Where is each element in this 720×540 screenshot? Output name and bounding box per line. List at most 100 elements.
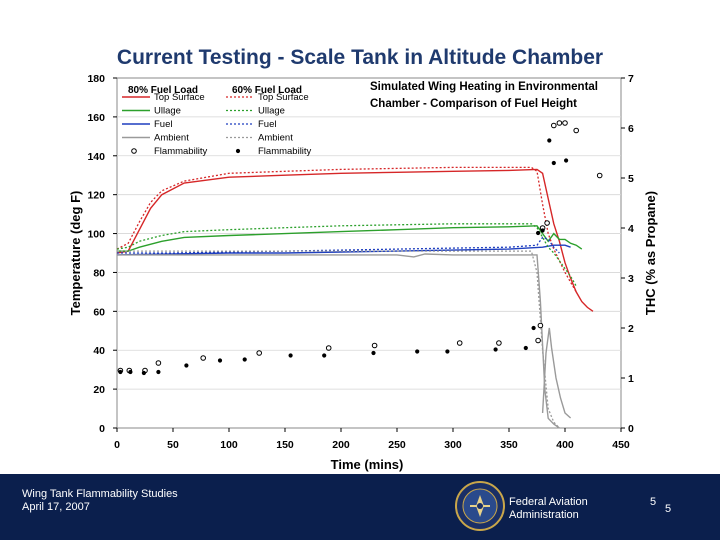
x-tick-label: 150 [276,439,294,451]
legend-rows: Top Surface Top Surface Ullage Ullage Fuel Fu… [122,92,312,157]
flammability-point-80 [537,322,544,329]
flammability-point-80 [371,342,378,349]
legend: 80% Fuel Load 60% Fuel Load Top Surface T… [122,85,312,157]
y2-tick-label: 0 [628,423,634,435]
y2-tick-label: 1 [628,373,634,385]
series-line-ambient-thc-trace--80 [541,327,572,419]
x-tick-label: 50 [167,439,179,451]
series-line-top-surface-60 [116,166,577,293]
series-group [116,166,594,429]
x-tick-label: 250 [388,439,406,451]
x-tick-label: 200 [332,439,350,451]
faa-agency-name: Federal Aviation Administration [509,496,588,522]
faa-seal-logo [455,481,505,531]
flammability-point-80 [325,345,332,351]
y-tick-label: 20 [93,384,105,396]
flammability-point-80 [562,120,568,126]
legend-label-ambient-60: Ambient [258,133,293,144]
flammability-point-80 [496,340,502,346]
legend-label-ambient-80: Ambient [154,133,189,144]
page-number: 5 [650,496,657,508]
y-tick-label: 160 [87,112,105,124]
y-tick-label: 60 [93,306,105,318]
legend-swatch-flammability-80 [131,148,137,154]
flammability-point-60 [184,363,189,368]
chart-title-line2: Chamber - Comparison of Fuel Height [370,98,577,110]
flammability-point-80 [551,122,557,129]
y-axis-label: Temperature (deg F) [68,191,83,316]
footer-presentation-title: Wing Tank Flammability Studies [22,488,178,500]
y-tick-label: 120 [87,190,105,202]
series-line-top-surface-80 [116,168,594,312]
y-tick-label: 180 [87,73,105,85]
flammability-point-80 [155,360,162,366]
legend-label-flammability-80: Flammability [154,146,208,157]
flammability-point-60 [531,325,536,331]
flammability-point-60 [322,353,327,358]
flammability-point-60 [242,357,247,362]
y-tick-label: 80 [93,267,105,279]
flammability-point-80 [596,172,603,179]
y2-axis-label: THC (% as Propane) [643,191,658,315]
faa-name-line1: Federal Aviation [509,496,588,508]
flammability-point-60 [128,369,133,375]
series-line-ambient-80 [117,253,560,429]
flammability-point-60 [564,158,569,163]
flammability-point-60 [141,370,146,376]
legend-group-b: 60% Fuel Load [232,85,302,96]
flammability-point-60 [493,347,498,352]
flammability-point-60 [536,230,541,236]
flammability-point-60 [523,345,528,351]
flammability-point-80 [456,340,463,346]
series-line-ambient-60 [117,250,560,429]
legend-swatch-flammability-60 [235,148,241,154]
legend-label-ullage-80: Ullage [154,106,181,117]
x-tick-label: 400 [556,439,574,451]
flammability-point-80 [535,337,541,344]
axes: 0 50 100 150 200 250 300 350 400 4500204060801001… [87,73,634,451]
faa-name-line2: Administration [509,509,579,521]
flammability-point-60 [156,369,161,375]
footer-presentation-date: April 17, 2007 [22,501,90,513]
flammability-point-60 [118,369,123,375]
y2-tick-label: 3 [628,273,634,285]
flammability-point-60 [371,350,376,356]
chart: 0 50 100 150 200 250 300 350 400 4500204060801001… [68,73,658,472]
footer-bar [0,474,720,540]
y2-tick-label: 6 [628,123,634,135]
x-tick-label: 350 [500,439,518,451]
legend-label-fuel-60: Fuel [258,119,276,130]
flammability-point-60 [217,358,223,363]
y-tick-label: 40 [93,345,105,357]
legend-label-flammability-60: Flammability [258,146,312,157]
flammability-point-80 [256,350,263,356]
flammability-point-80 [573,127,580,134]
slide-title: Current Testing - Scale Tank in Altitude… [116,46,604,69]
marker-group [117,120,603,376]
y-tick-label: 100 [87,229,105,241]
flammability-point-60 [288,353,293,358]
flammability-point-60 [445,349,450,354]
series-line-ullage-80 [117,225,583,252]
legend-label-top-surface-60: Top Surface [258,92,309,103]
page-number-secondary: 5 [665,503,672,515]
y-tick-label: 140 [87,151,105,163]
flammability-point-80 [556,120,563,126]
y2-tick-label: 4 [628,223,634,235]
y2-tick-label: 2 [628,323,634,335]
x-tick-label: 0 [114,439,120,451]
flammability-point-60 [415,349,420,354]
y-tick-label: 0 [99,423,105,435]
flammability-point-60 [540,228,545,233]
legend-group-a: 80% Fuel Load [128,85,198,96]
footer-presentation-info: Wing Tank Flammability Studies April 17,… [22,488,178,514]
x-tick-label: 100 [220,439,238,451]
legend-label-ullage-60: Ullage [258,106,285,117]
flammability-point-80 [544,220,550,226]
y2-tick-label: 5 [628,173,634,185]
chart-title-line1: Simulated Wing Heating in Environmental [370,81,598,93]
flammability-point-80 [200,355,206,361]
legend-label-fuel-80: Fuel [154,119,172,130]
flammability-point-60 [551,160,556,166]
y2-tick-label: 7 [628,73,634,85]
